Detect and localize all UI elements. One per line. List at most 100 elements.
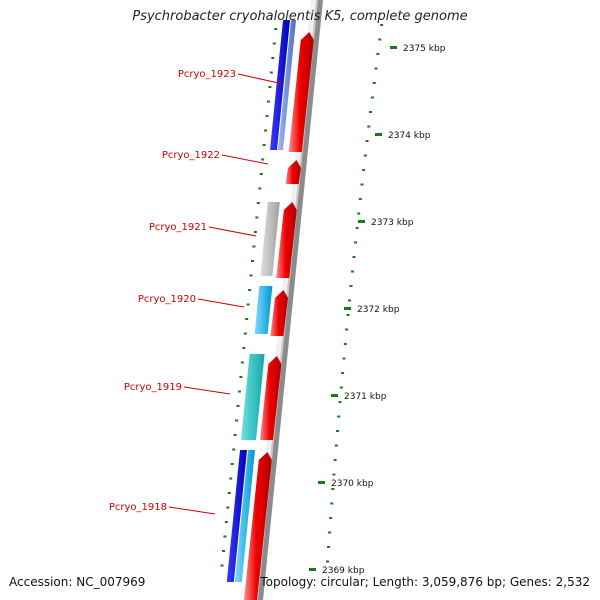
tick-mark — [352, 256, 356, 258]
tick-mark — [248, 289, 252, 291]
coordinate-label: 2369 kbp — [322, 566, 365, 576]
tick-mark — [343, 343, 347, 345]
cds-arrow-1922 — [285, 160, 301, 184]
tick-mark — [274, 28, 278, 30]
tick-mark — [334, 444, 338, 447]
coordinate-label: 2374 kbp — [388, 131, 431, 141]
tick-mark — [370, 96, 374, 99]
major-tick — [375, 133, 382, 136]
tick-mark — [380, 24, 384, 26]
tick-mark — [264, 129, 268, 132]
tick-mark — [239, 376, 243, 378]
tick-mark — [330, 502, 334, 505]
gene-leader-line — [197, 298, 245, 308]
feature-bar-blue — [270, 20, 290, 150]
tick-mark — [342, 357, 346, 360]
major-tick — [390, 46, 397, 49]
tick-mark — [355, 227, 359, 229]
tick-mark — [329, 517, 333, 519]
gene-leader-line — [221, 154, 269, 165]
tick-mark — [376, 53, 380, 55]
tick-mark — [262, 144, 266, 146]
gene-label: Pcryo_1918 — [109, 502, 167, 513]
tick-mark — [222, 550, 225, 552]
tick-mark — [266, 100, 270, 103]
cds-arrow-1921 — [276, 202, 297, 278]
tick-mark — [326, 560, 330, 563]
gene-leader-line — [168, 506, 216, 515]
tick-mark — [367, 125, 371, 128]
topology-text: Topology: circular; Length: 3,059,876 bp… — [260, 575, 590, 589]
major-tick — [344, 307, 351, 310]
tick-mark — [246, 303, 250, 306]
tick-mark — [328, 531, 332, 534]
coordinate-label: 2371 kbp — [344, 392, 387, 402]
tick-mark — [345, 328, 349, 331]
tick-mark — [232, 448, 236, 451]
feature-layer — [226, 20, 314, 600]
major-tick — [309, 568, 316, 571]
tick-mark — [252, 245, 256, 248]
backbone-line — [257, 0, 323, 600]
tick-mark — [272, 42, 276, 45]
tick-mark — [265, 115, 269, 117]
feature-bar-cyan-lower — [234, 450, 255, 582]
tick-mark — [341, 372, 345, 374]
tick-mark — [258, 187, 262, 190]
tick-mark — [255, 216, 259, 219]
tick-mark — [233, 434, 237, 436]
tick-mark — [249, 274, 253, 277]
cds-arrow-1923 — [288, 32, 314, 152]
major-tick — [318, 481, 325, 484]
tick-mark — [360, 183, 364, 186]
tick-mark — [372, 82, 376, 84]
gene-label: Pcryo_1921 — [149, 222, 207, 233]
tick-mark — [378, 38, 382, 41]
tick-mark — [346, 314, 350, 316]
tick-mark — [242, 347, 246, 349]
accession-text: Accession: NC_007969 — [9, 575, 146, 589]
feature-bar-lightblue — [278, 20, 296, 150]
tick-mark — [251, 260, 254, 262]
coordinate-label: 2373 kbp — [371, 218, 414, 228]
cds-arrow-1920 — [270, 290, 288, 336]
feature-bar-blue-lower — [226, 450, 247, 582]
feature-bar-gray — [260, 202, 280, 276]
tick-mark — [374, 67, 378, 70]
tick-mark — [259, 173, 263, 175]
gene-label: Pcryo_1923 — [178, 69, 236, 80]
tick-mark — [236, 405, 240, 407]
tick-mark — [256, 202, 260, 204]
tick-mark — [243, 332, 247, 335]
tick-mark — [223, 535, 227, 538]
tick-layer — [220, 24, 397, 571]
genome-title: Psychrobacter cryohalolentis K5, complet… — [132, 9, 468, 24]
tick-mark — [227, 492, 231, 494]
tick-mark — [261, 158, 265, 161]
major-tick — [331, 394, 338, 397]
gene-label: Pcryo_1922 — [162, 150, 220, 161]
tick-mark — [354, 241, 358, 244]
tick-mark — [253, 231, 257, 233]
tick-mark — [230, 463, 234, 465]
tick-mark — [365, 140, 369, 142]
tick-mark — [332, 473, 336, 476]
tick-mark — [269, 71, 273, 74]
gene-leader-line — [237, 73, 284, 85]
major-tick — [358, 220, 365, 223]
tick-mark — [348, 299, 352, 302]
tick-mark — [362, 169, 366, 171]
tick-mark — [235, 419, 239, 422]
tick-mark — [336, 430, 340, 432]
tick-mark — [369, 111, 373, 113]
tick-mark — [240, 361, 244, 364]
tick-mark — [358, 198, 362, 200]
tick-mark — [357, 212, 361, 215]
coordinate-label: 2372 kbp — [357, 305, 400, 315]
tick-mark — [327, 546, 331, 548]
tick-mark — [349, 285, 353, 287]
cds-arrow-1918 — [244, 452, 272, 600]
tick-mark — [337, 415, 341, 418]
